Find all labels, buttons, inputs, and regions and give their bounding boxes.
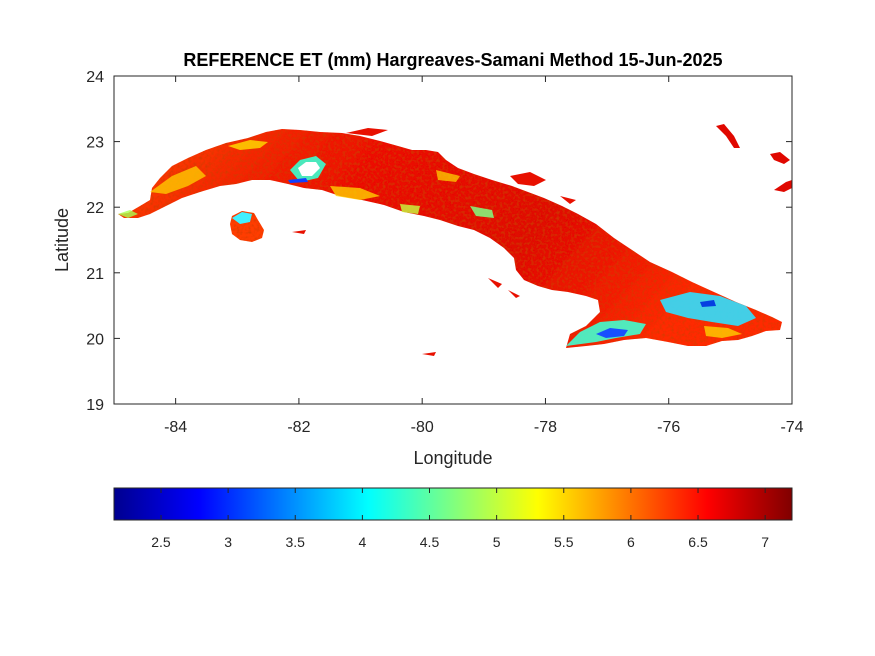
x-axis-ticks: -84 -82 -80 -78 -76 -74 xyxy=(164,76,804,436)
hispaniola-edge xyxy=(774,180,792,192)
x-tick-label: -82 xyxy=(287,419,310,436)
colorbar-tick-label: 4 xyxy=(358,534,366,550)
colorbar: 2.5 3 3.5 4 4.5 5 5.5 6 6.5 7 xyxy=(113,487,793,550)
x-tick-label: -80 xyxy=(411,419,434,436)
et-patch-central-2 xyxy=(470,206,494,218)
plot-area xyxy=(114,76,792,404)
cayo-south-1 xyxy=(422,352,436,356)
y-tick-label: 22 xyxy=(86,200,104,217)
y-tick-label: 21 xyxy=(86,266,104,283)
isla-juventud-cool xyxy=(232,212,252,224)
plot-frame xyxy=(113,75,793,405)
et-patch-sierra-blue xyxy=(596,328,628,338)
colorbar-tick-label: 5.5 xyxy=(554,534,574,550)
y-axis-ticks: 19 20 21 22 23 24 xyxy=(86,69,792,414)
y-tick-label: 23 xyxy=(86,135,104,152)
et-patch-havana-core xyxy=(298,162,320,176)
et-patch-zapata xyxy=(330,186,380,200)
x-axis-label: Longitude xyxy=(413,448,492,468)
et-patch-east-blue xyxy=(700,300,716,307)
cayo-north-3 xyxy=(560,196,576,204)
et-patch-north-coast xyxy=(228,140,268,150)
colorbar-tick-label: 2.5 xyxy=(151,534,171,550)
colorbar-tick-label: 5 xyxy=(493,534,501,550)
et-patch-east-yellow xyxy=(704,326,742,338)
et-patch-east-highlands xyxy=(660,292,756,326)
cayo-south-2 xyxy=(488,278,502,288)
y-tick-label: 19 xyxy=(86,397,104,414)
colorbar-tick-label: 3.5 xyxy=(286,534,306,550)
x-tick-label: -76 xyxy=(657,419,680,436)
et-patch-blue-stripe xyxy=(288,178,308,183)
y-axis-label: Latitude xyxy=(52,208,72,272)
colorbar-tick-label: 6 xyxy=(627,534,635,550)
colorbar-tick-label: 4.5 xyxy=(420,534,440,550)
colorbar-ticks: 2.5 3 3.5 4 4.5 5 5.5 6 6.5 7 xyxy=(151,488,769,550)
colorbar-tick-label: 3 xyxy=(224,534,232,550)
y-tick-label: 20 xyxy=(86,331,104,348)
y-tick-label: 24 xyxy=(86,69,104,86)
cayo-south-3 xyxy=(292,230,306,234)
cuba-main-island xyxy=(118,129,782,348)
x-tick-label: -84 xyxy=(164,419,187,436)
cayo-south-4 xyxy=(508,290,520,298)
colorbar-tick-label: 7 xyxy=(761,534,769,550)
bahamas-2 xyxy=(770,152,790,164)
colorbar-gradient xyxy=(113,487,793,521)
cayo-north-1 xyxy=(346,128,388,136)
et-patch-central-3 xyxy=(436,170,460,182)
cayo-north-2 xyxy=(510,172,546,186)
et-patch-west-tip xyxy=(118,210,138,218)
et-patch-central xyxy=(400,204,420,214)
map-axes xyxy=(113,75,793,405)
chart-title: REFERENCE ET (mm) Hargreaves-Samani Meth… xyxy=(183,50,722,70)
et-patch-west xyxy=(150,166,206,194)
et-field xyxy=(118,124,792,356)
x-tick-label: -74 xyxy=(780,419,803,436)
bahamas-1 xyxy=(716,124,740,148)
colorbar-tick-label: 6.5 xyxy=(688,534,708,550)
x-tick-label: -78 xyxy=(534,419,557,436)
